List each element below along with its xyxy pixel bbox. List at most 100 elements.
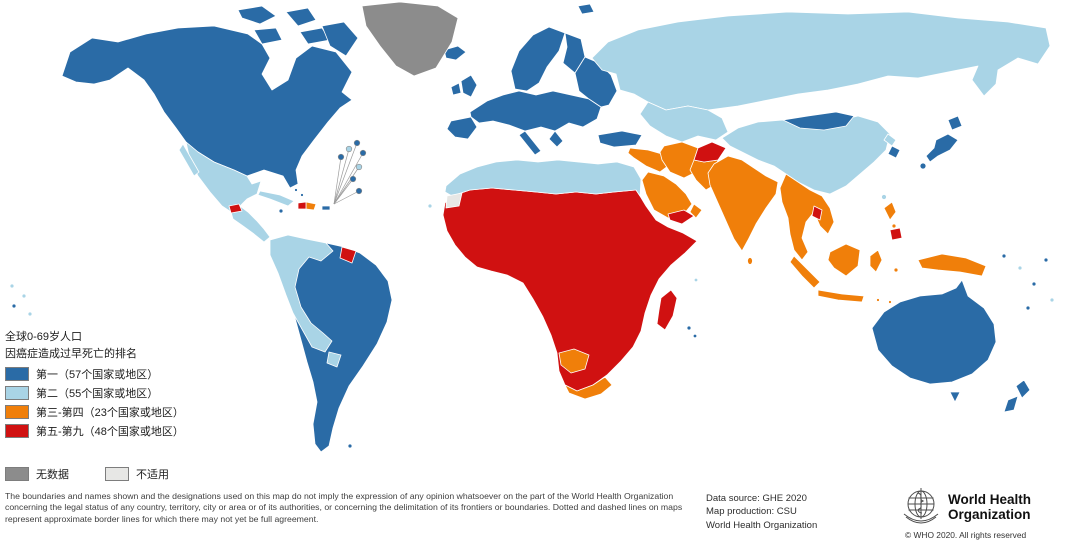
- legend-item-not-applicable: 不适用: [105, 466, 169, 482]
- legend-title: 全球0-69岁人口 因癌症造成过早死亡的排名: [5, 329, 184, 362]
- source-block: Data source: GHE 2020 Map production: CS…: [706, 492, 817, 532]
- organization-line: World Health Organization: [706, 519, 818, 531]
- world-map: [9, 1, 1055, 453]
- who-wordmark: World Health Organization: [948, 492, 1031, 522]
- region-greenland: [361, 1, 459, 77]
- region-bahamas: [300, 193, 304, 197]
- region-bahamas: [294, 188, 298, 192]
- region-paraguay: [326, 351, 342, 368]
- region-yemen: [667, 209, 695, 225]
- map-production-line: Map production: CSU: [706, 506, 797, 518]
- pacific-island: [9, 283, 15, 289]
- region-cape-verde: [427, 203, 433, 209]
- region-lesser-sunda: [888, 300, 892, 304]
- region-seychelles: [693, 277, 699, 283]
- pacific-island: [21, 293, 27, 299]
- region-north-america: [61, 25, 353, 189]
- map-disclaimer: The boundaries and names shown and the d…: [5, 491, 683, 524]
- region-oman: [689, 203, 703, 219]
- region-japan-hokkaido: [947, 115, 963, 131]
- legend-item-label: 第二（55个国家或地区）: [36, 388, 159, 400]
- region-japan-kyushu: [919, 162, 927, 170]
- pacific-island: [1025, 305, 1031, 311]
- region-new-guinea: [917, 253, 987, 277]
- region-baffin: [321, 21, 359, 57]
- region-guyana: [339, 246, 357, 264]
- region-hispaniola-east: [305, 201, 317, 211]
- region-western-sahara: [445, 192, 463, 209]
- arctic-island: [285, 7, 317, 27]
- region-uk: [460, 74, 478, 98]
- region-andean-south-america: [269, 234, 334, 353]
- region-sulawesi: [869, 249, 883, 273]
- region-ireland: [450, 82, 462, 96]
- region-botswana-namibia: [558, 348, 590, 374]
- no-data-swatch: [5, 467, 29, 481]
- region-svalbard: [577, 3, 595, 15]
- not-applicable-swatch: [105, 467, 129, 481]
- region-greece: [548, 130, 564, 148]
- legend-item-label: 第五-第九（48个国家或地区）: [36, 426, 184, 438]
- region-turkey: [597, 130, 643, 148]
- who-wordmark-line2: Organization: [948, 507, 1031, 522]
- island-dot: [349, 175, 357, 183]
- region-mongolia: [782, 111, 855, 131]
- pacific-island: [27, 311, 33, 317]
- region-europe-main: [469, 90, 602, 132]
- legend-item-rank1: 第一（57个国家或地区）: [5, 366, 184, 382]
- region-borneo: [827, 243, 861, 277]
- rank1-swatch: [5, 367, 29, 381]
- who-logo-block: World Health Organization: [900, 486, 1031, 528]
- region-victoria-island: [253, 27, 283, 45]
- region-mexico: [185, 141, 262, 213]
- region-puerto-rico: [321, 205, 331, 211]
- region-madagascar: [656, 289, 678, 331]
- who-wordmark-line1: World Health: [948, 491, 1032, 507]
- regions-rank2: [9, 11, 1055, 368]
- rank2-swatch: [5, 386, 29, 400]
- region-south-africa: [564, 376, 613, 400]
- region-japan-honshu: [925, 133, 959, 163]
- arctic-island: [237, 5, 277, 25]
- pacific-island: [1031, 281, 1037, 287]
- rank3-swatch: [5, 405, 29, 419]
- region-taiwan: [881, 194, 887, 200]
- region-baja: [178, 143, 200, 177]
- region-nz-north: [1015, 379, 1031, 399]
- legend: 全球0-69岁人口 因癌症造成过早死亡的排名 第一（57个国家或地区） 第二（5…: [5, 329, 184, 482]
- region-italy: [518, 130, 542, 156]
- region-falklands: [347, 443, 353, 449]
- legend-item-rank3-4: 第三-第四（23个国家或地区）: [5, 404, 184, 420]
- region-central-america: [230, 205, 271, 243]
- legend-item-label: 第三-第四（23个国家或地区）: [36, 407, 184, 419]
- region-iberia: [446, 116, 478, 140]
- region-iceland: [443, 45, 467, 61]
- region-north-africa: [444, 159, 642, 197]
- who-logo-icon: [903, 488, 939, 524]
- region-laos-cambodia: [811, 205, 823, 221]
- legend-item-rank5-9: 第五-第九（48个国家或地区）: [5, 423, 184, 439]
- data-source-line: Data source: GHE 2020: [706, 493, 807, 504]
- island-dot: [345, 145, 353, 153]
- regions-rank5-overlay: [228, 141, 903, 331]
- region-afghanistan: [693, 141, 727, 163]
- region-java: [817, 289, 865, 303]
- region-moluccas: [893, 267, 899, 273]
- region-central-america-red: [228, 203, 243, 214]
- region-iran: [659, 141, 699, 179]
- regions-rank1-overlay: [782, 111, 901, 159]
- region-tasmania: [949, 391, 961, 403]
- pacific-island: [1049, 297, 1055, 303]
- island-dot: [355, 163, 363, 171]
- region-hispaniola-west: [297, 201, 307, 210]
- legend-title-line2: 因癌症造成过早死亡的排名: [5, 347, 137, 360]
- island-dot: [359, 149, 367, 157]
- region-jamaica: [278, 208, 284, 214]
- region-lesser-sunda: [876, 298, 880, 302]
- regions-rank3: [305, 141, 987, 400]
- copyright-text: © WHO 2020. All rights reserved: [905, 530, 1027, 540]
- region-south-korea: [887, 145, 901, 159]
- region-luzon: [883, 201, 897, 221]
- island-dot: [355, 187, 363, 195]
